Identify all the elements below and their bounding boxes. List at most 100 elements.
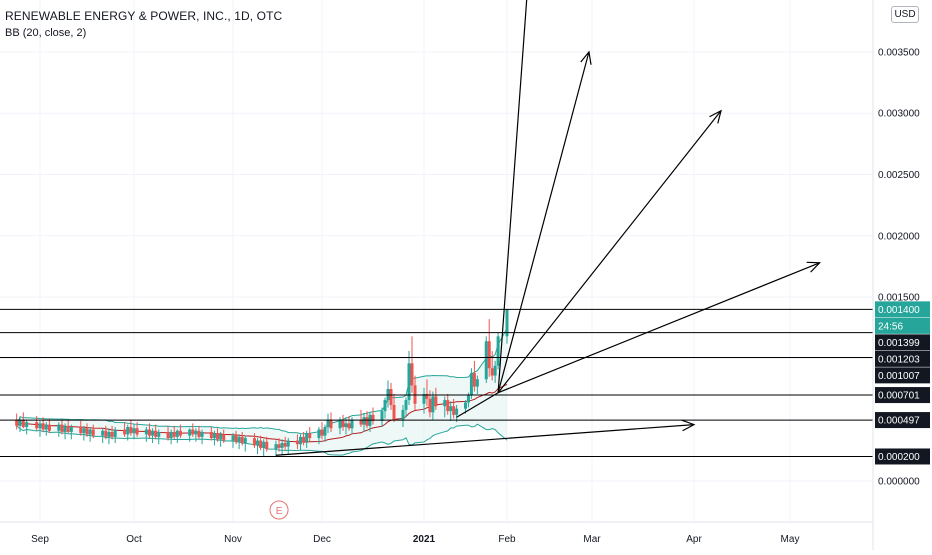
candle-body[interactable] (154, 430, 158, 437)
candle-body[interactable] (194, 430, 198, 435)
candle-body[interactable] (129, 427, 133, 434)
candle-body[interactable] (320, 429, 324, 436)
candle-body[interactable] (302, 436, 306, 442)
candle-body[interactable] (493, 365, 497, 376)
projection-line-1[interactable] (497, 0, 528, 393)
candle-body[interactable] (449, 406, 453, 412)
candle-body[interactable] (280, 442, 284, 448)
candle-body[interactable] (25, 422, 29, 428)
candle-body[interactable] (38, 423, 42, 429)
candle-body[interactable] (147, 429, 151, 436)
projection-arrow-2[interactable] (497, 51, 590, 393)
candle-body[interactable] (175, 430, 179, 437)
candle-body[interactable] (404, 400, 408, 410)
candle-body[interactable] (66, 425, 70, 432)
candle-body[interactable] (505, 309, 509, 337)
candle-body[interactable] (212, 433, 216, 439)
candle-body[interactable] (469, 373, 473, 396)
candle-body[interactable] (305, 433, 309, 442)
candle-body[interactable] (338, 420, 342, 429)
candle-body[interactable] (283, 442, 287, 447)
candle-body[interactable] (85, 428, 89, 435)
candle-body[interactable] (274, 444, 278, 450)
candle-body[interactable] (69, 427, 73, 432)
candle-body[interactable] (144, 429, 148, 435)
candle-body[interactable] (329, 419, 333, 429)
trend-segment[interactable] (456, 392, 499, 418)
candle-body[interactable] (383, 400, 387, 412)
candle-body[interactable] (88, 429, 92, 435)
candle-body[interactable] (256, 440, 260, 446)
candle-body[interactable] (380, 411, 384, 421)
candle-body[interactable] (452, 406, 456, 415)
symbol-title[interactable]: RENEWABLE ENERGY & POWER, INC., 1D, OTC (5, 9, 283, 23)
candle-body[interactable] (317, 429, 321, 439)
candle-body[interactable] (178, 430, 182, 436)
candle-body[interactable] (308, 433, 312, 439)
candle-body[interactable] (407, 363, 411, 401)
candle-body[interactable] (347, 423, 351, 429)
candle-body[interactable] (219, 434, 223, 440)
candle-body[interactable] (234, 435, 238, 442)
candle-body[interactable] (79, 427, 83, 434)
candle-body[interactable] (63, 425, 67, 432)
candle-body[interactable] (392, 404, 396, 420)
candle-body[interactable] (371, 414, 375, 421)
candle-body[interactable] (262, 441, 266, 448)
candle-body[interactable] (222, 434, 226, 441)
candle-body[interactable] (422, 393, 426, 404)
candle-body[interactable] (82, 428, 86, 434)
candle-body[interactable] (359, 419, 363, 425)
candle-body[interactable] (464, 402, 467, 409)
candle-body[interactable] (365, 417, 369, 426)
candle-body[interactable] (191, 429, 195, 435)
projection-arrow-4[interactable] (497, 262, 820, 394)
candle-body[interactable] (472, 373, 476, 387)
candle-body[interactable] (132, 428, 136, 434)
candle-body[interactable] (172, 431, 176, 437)
candle-body[interactable] (443, 400, 447, 407)
candle-body[interactable] (216, 433, 220, 440)
candle-body[interactable] (389, 389, 393, 405)
candle-body[interactable] (200, 431, 204, 437)
candle-body[interactable] (446, 400, 450, 412)
candle-body[interactable] (265, 441, 269, 450)
candle-body[interactable] (434, 396, 438, 407)
candle-body[interactable] (209, 431, 213, 439)
candle-body[interactable] (323, 427, 327, 436)
indicator-legend[interactable]: BB (20, close, 2) (5, 27, 87, 39)
candle-body[interactable] (47, 424, 51, 431)
candle-body[interactable] (157, 431, 161, 437)
candle-body[interactable] (169, 431, 173, 439)
candle-body[interactable] (188, 429, 192, 436)
candle-body[interactable] (466, 395, 470, 403)
candle-body[interactable] (101, 430, 105, 436)
candle-body[interactable] (41, 423, 45, 430)
candle-body[interactable] (57, 424, 61, 431)
candle-body[interactable] (15, 419, 19, 426)
candle-body[interactable] (35, 422, 39, 429)
candle-body[interactable] (240, 436, 244, 443)
candle-body[interactable] (277, 444, 281, 448)
candle-body[interactable] (455, 408, 459, 415)
earnings-marker[interactable] (269, 500, 289, 520)
candle-body[interactable] (237, 436, 241, 442)
candle-body[interactable] (135, 428, 139, 435)
candle-body[interactable] (341, 420, 345, 428)
candle-body[interactable] (60, 424, 64, 432)
candle-body[interactable] (151, 430, 155, 436)
candle-body[interactable] (110, 431, 114, 437)
candle-body[interactable] (166, 431, 170, 439)
candle-body[interactable] (126, 427, 130, 435)
candle-body[interactable] (484, 341, 488, 380)
candle-body[interactable] (299, 436, 303, 445)
candle-body[interactable] (475, 379, 479, 387)
candle-body[interactable] (362, 417, 366, 425)
candle-body[interactable] (326, 419, 330, 428)
candle-body[interactable] (21, 419, 25, 428)
candle-body[interactable] (91, 429, 95, 436)
candle-body[interactable] (113, 429, 117, 437)
candle-body[interactable] (231, 435, 235, 441)
